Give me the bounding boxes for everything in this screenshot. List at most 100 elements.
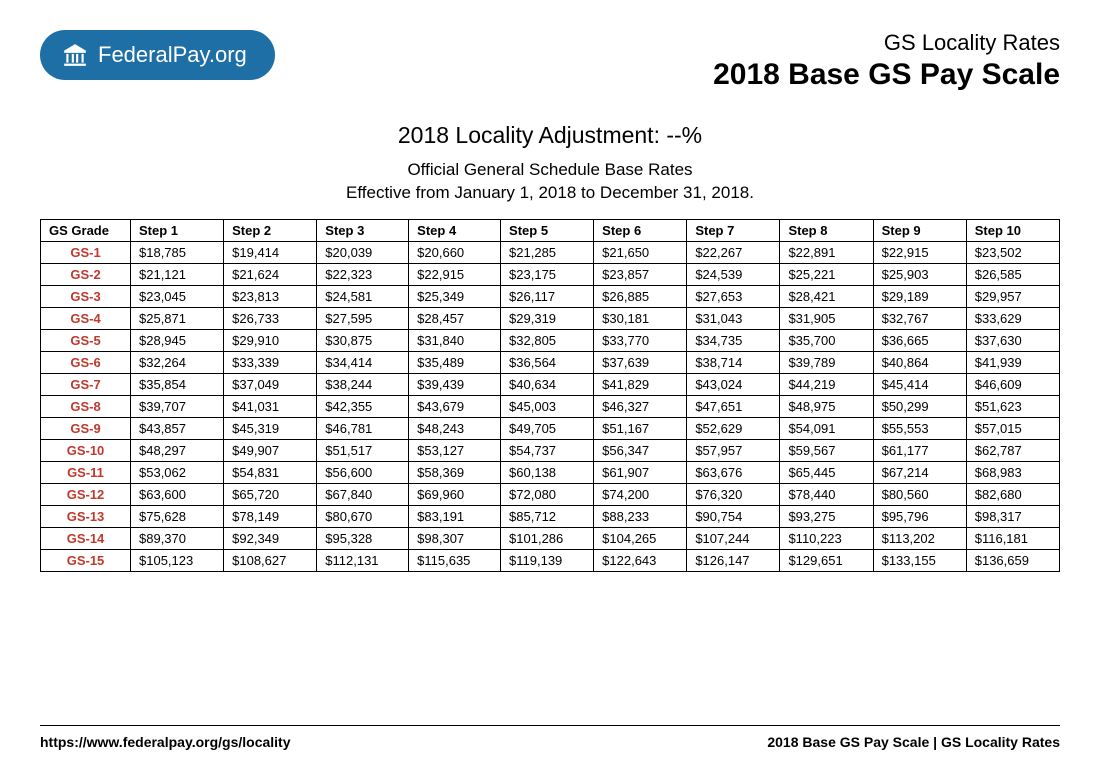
value-cell: $43,857: [131, 417, 224, 439]
value-cell: $110,223: [780, 527, 873, 549]
value-cell: $89,370: [131, 527, 224, 549]
value-cell: $23,175: [501, 263, 594, 285]
value-cell: $22,915: [873, 241, 966, 263]
value-cell: $72,080: [501, 483, 594, 505]
value-cell: $75,628: [131, 505, 224, 527]
value-cell: $53,062: [131, 461, 224, 483]
value-cell: $119,139: [501, 549, 594, 571]
value-cell: $47,651: [687, 395, 780, 417]
value-cell: $59,567: [780, 439, 873, 461]
value-cell: $65,720: [224, 483, 317, 505]
value-cell: $23,857: [594, 263, 687, 285]
value-cell: $45,319: [224, 417, 317, 439]
value-cell: $49,705: [501, 417, 594, 439]
table-row: GS-7$35,854$37,049$38,244$39,439$40,634$…: [41, 373, 1060, 395]
column-header: Step 2: [224, 219, 317, 241]
value-cell: $48,975: [780, 395, 873, 417]
value-cell: $55,553: [873, 417, 966, 439]
value-cell: $37,630: [966, 329, 1059, 351]
value-cell: $46,327: [594, 395, 687, 417]
value-cell: $51,517: [317, 439, 409, 461]
value-cell: $22,915: [409, 263, 501, 285]
value-cell: $21,121: [131, 263, 224, 285]
value-cell: $61,177: [873, 439, 966, 461]
value-cell: $68,983: [966, 461, 1059, 483]
value-cell: $65,445: [780, 461, 873, 483]
value-cell: $22,891: [780, 241, 873, 263]
value-cell: $35,854: [131, 373, 224, 395]
table-body: GS-1$18,785$19,414$20,039$20,660$21,285$…: [41, 241, 1060, 571]
value-cell: $42,355: [317, 395, 409, 417]
value-cell: $19,414: [224, 241, 317, 263]
value-cell: $26,117: [501, 285, 594, 307]
value-cell: $38,244: [317, 373, 409, 395]
value-cell: $54,091: [780, 417, 873, 439]
value-cell: $25,349: [409, 285, 501, 307]
table-row: GS-1$18,785$19,414$20,039$20,660$21,285$…: [41, 241, 1060, 263]
value-cell: $62,787: [966, 439, 1059, 461]
value-cell: $78,440: [780, 483, 873, 505]
value-cell: $41,031: [224, 395, 317, 417]
value-cell: $101,286: [501, 527, 594, 549]
value-cell: $28,457: [409, 307, 501, 329]
value-cell: $54,831: [224, 461, 317, 483]
value-cell: $129,651: [780, 549, 873, 571]
value-cell: $63,600: [131, 483, 224, 505]
value-cell: $63,676: [687, 461, 780, 483]
column-header: Step 8: [780, 219, 873, 241]
value-cell: $88,233: [594, 505, 687, 527]
column-header: Step 9: [873, 219, 966, 241]
table-row: GS-13$75,628$78,149$80,670$83,191$85,712…: [41, 505, 1060, 527]
value-cell: $90,754: [687, 505, 780, 527]
value-cell: $93,275: [780, 505, 873, 527]
value-cell: $24,539: [687, 263, 780, 285]
value-cell: $57,957: [687, 439, 780, 461]
value-cell: $136,659: [966, 549, 1059, 571]
value-cell: $33,629: [966, 307, 1059, 329]
value-cell: $45,414: [873, 373, 966, 395]
value-cell: $27,653: [687, 285, 780, 307]
center-block: 2018 Locality Adjustment: --% Official G…: [40, 122, 1060, 205]
value-cell: $115,635: [409, 549, 501, 571]
value-cell: $44,219: [780, 373, 873, 395]
value-cell: $25,871: [131, 307, 224, 329]
grade-cell: GS-14: [41, 527, 131, 549]
value-cell: $74,200: [594, 483, 687, 505]
value-cell: $20,660: [409, 241, 501, 263]
grade-cell: GS-15: [41, 549, 131, 571]
value-cell: $46,609: [966, 373, 1059, 395]
table-row: GS-10$48,297$49,907$51,517$53,127$54,737…: [41, 439, 1060, 461]
column-header: Step 1: [131, 219, 224, 241]
grade-cell: GS-2: [41, 263, 131, 285]
value-cell: $26,585: [966, 263, 1059, 285]
value-cell: $22,267: [687, 241, 780, 263]
value-cell: $34,735: [687, 329, 780, 351]
value-cell: $67,214: [873, 461, 966, 483]
value-cell: $32,805: [501, 329, 594, 351]
value-cell: $34,414: [317, 351, 409, 373]
value-cell: $29,189: [873, 285, 966, 307]
value-cell: $39,789: [780, 351, 873, 373]
value-cell: $83,191: [409, 505, 501, 527]
value-cell: $39,707: [131, 395, 224, 417]
value-cell: $33,339: [224, 351, 317, 373]
value-cell: $80,670: [317, 505, 409, 527]
official-line-2: Effective from January 1, 2018 to Decemb…: [40, 182, 1060, 205]
page-title: 2018 Base GS Pay Scale: [713, 58, 1060, 92]
table-row: GS-12$63,600$65,720$67,840$69,960$72,080…: [41, 483, 1060, 505]
grade-cell: GS-6: [41, 351, 131, 373]
value-cell: $29,319: [501, 307, 594, 329]
value-cell: $46,781: [317, 417, 409, 439]
table-row: GS-15$105,123$108,627$112,131$115,635$11…: [41, 549, 1060, 571]
column-header: Step 4: [409, 219, 501, 241]
pay-scale-table: GS GradeStep 1Step 2Step 3Step 4Step 5St…: [40, 219, 1060, 572]
grade-cell: GS-3: [41, 285, 131, 307]
header: FederalPay.org GS Locality Rates 2018 Ba…: [40, 30, 1060, 92]
value-cell: $80,560: [873, 483, 966, 505]
value-cell: $133,155: [873, 549, 966, 571]
value-cell: $35,700: [780, 329, 873, 351]
value-cell: $35,489: [409, 351, 501, 373]
table-row: GS-9$43,857$45,319$46,781$48,243$49,705$…: [41, 417, 1060, 439]
value-cell: $113,202: [873, 527, 966, 549]
value-cell: $85,712: [501, 505, 594, 527]
